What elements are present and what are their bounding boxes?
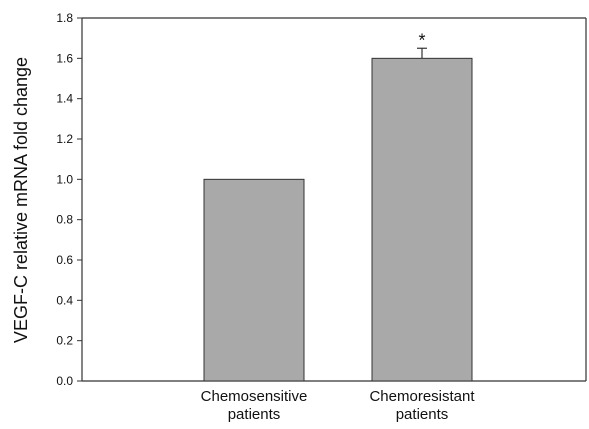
y-axis-title: VEGF-C relative mRNA fold change	[11, 57, 31, 343]
x-category-label: patients	[396, 406, 449, 423]
y-tick-label: 0.4	[56, 293, 73, 307]
bar	[371, 57, 473, 382]
y-tick-label: 1.4	[56, 92, 73, 106]
y-tick-label: 0.0	[56, 374, 73, 388]
plot-area: 0.0 0.2 0.4 0.6 0.8 1.0 1.2 1.4 1.6 1.8 Chemosensi…	[56, 11, 587, 423]
y-tick-label: 0.8	[56, 213, 73, 227]
y-tick-label: 1.0	[56, 172, 73, 186]
y-tick-label: 1.8	[56, 11, 73, 25]
bar	[203, 178, 305, 382]
y-tick-label: 1.2	[56, 132, 73, 146]
y-tick-label: 0.2	[56, 334, 73, 348]
x-category-label: patients	[228, 406, 281, 423]
significance-marker: *	[418, 30, 425, 50]
y-tick-label: 0.6	[56, 253, 73, 267]
y-tick-label: 1.6	[56, 51, 73, 65]
x-category-label: Chemoresistant	[369, 388, 475, 405]
x-category-label: Chemosensitive	[201, 388, 308, 405]
